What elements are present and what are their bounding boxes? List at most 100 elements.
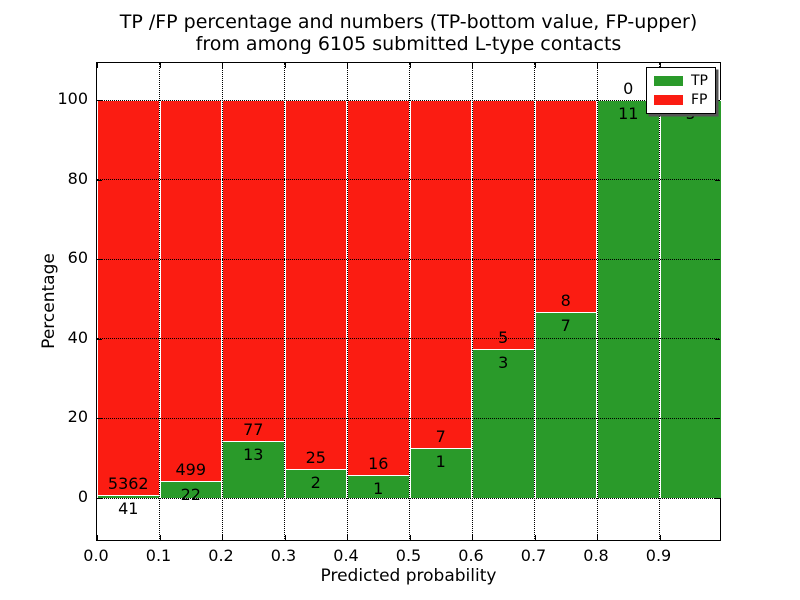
y-gridline: [97, 338, 719, 340]
y-tick-label: 60: [67, 248, 88, 268]
bar-fp-count-label: 16: [368, 453, 389, 473]
x-tick-label: 0.0: [83, 546, 109, 565]
bar-fp-count-label: 8: [560, 291, 571, 311]
bar-tp-count-label: 1: [373, 478, 384, 498]
bar-tp-count-label: 7: [560, 316, 571, 336]
x-tick-mark: [222, 535, 223, 540]
y-tick-mark-right: [715, 100, 720, 101]
x-tick-mark-top: [284, 63, 286, 68]
x-tick-mark-top: [534, 63, 536, 68]
bar-tp-count-label: 11: [618, 104, 639, 123]
bar-tp: [222, 440, 285, 498]
y-tick-label: 0: [77, 487, 88, 506]
y-tick-label: 40: [67, 327, 88, 347]
x-tick-mark: [472, 535, 473, 540]
legend-item: FP: [654, 93, 708, 107]
chart-title-line1: TP /FP percentage and numbers (TP-bottom…: [119, 11, 698, 33]
x-gridline: [534, 63, 535, 539]
bar-fp-count-label: 77: [243, 419, 264, 439]
legend-swatch-tp: [654, 76, 683, 86]
y-tick-label: 100: [57, 89, 88, 108]
y-tick-label: 80: [67, 168, 88, 188]
x-tick-mark-top: [159, 63, 161, 68]
bar-fp: [159, 100, 222, 482]
x-tick-label: 0.1: [145, 546, 172, 565]
x-tick-mark: [409, 535, 411, 540]
y-tick-label: 20: [67, 407, 88, 427]
bar-tp: [534, 312, 597, 498]
y-gridline: [97, 179, 719, 181]
bar-fp: [284, 100, 347, 469]
bar-fp-count-label: 5: [498, 327, 509, 347]
y-tick-mark-right: [715, 418, 720, 420]
bar-fp-count-label: 5362: [107, 473, 149, 493]
x-gridline: [409, 63, 410, 539]
legend-item-label: TP: [691, 73, 708, 89]
y-gridline: [97, 99, 719, 101]
y-tick-mark: [97, 179, 102, 181]
x-tick-label: 0.8: [583, 546, 609, 565]
x-tick-mark: [159, 535, 161, 540]
y-tick-mark: [97, 498, 102, 499]
bar-fp: [472, 100, 535, 349]
x-tick-label: 0.9: [645, 546, 672, 565]
bar-tp-count-label: 1: [435, 452, 446, 472]
x-tick-mark: [597, 535, 598, 540]
bar-fp: [534, 100, 597, 313]
x-gridline: [221, 63, 223, 539]
x-tick-mark: [659, 535, 661, 540]
bar-tp-count-label: 2: [310, 472, 321, 492]
bar-fp: [97, 100, 160, 495]
y-tick-mark-right: [715, 179, 720, 181]
x-gridline: [659, 63, 660, 539]
x-tick-label: 0.7: [520, 546, 547, 565]
y-gridline: [97, 258, 719, 260]
x-tick-label: 0.2: [208, 546, 234, 565]
chart-title: TP /FP percentage and numbers (TP-bottom…: [96, 11, 721, 55]
bar-tp: [597, 100, 660, 498]
x-tick-mark: [534, 535, 536, 540]
x-tick-mark-top: [472, 63, 473, 68]
bar-tp-count-label: 41: [118, 498, 139, 518]
y-gridline: [97, 497, 719, 499]
x-tick-mark-top: [347, 63, 348, 68]
legend-swatch-fp: [654, 95, 683, 105]
y-tick-mark: [97, 100, 102, 101]
x-tick-label: 0.6: [458, 546, 484, 565]
y-tick-mark: [97, 259, 102, 261]
x-tick-mark-top: [222, 63, 223, 68]
bar-tp: [284, 468, 347, 498]
y-tick-mark: [97, 418, 102, 420]
bar-fp: [409, 100, 472, 449]
y-gridline: [97, 417, 719, 419]
x-gridline: [471, 63, 473, 539]
bar-tp: [409, 448, 472, 498]
x-tick-label: 0.5: [395, 546, 422, 565]
x-tick-mark: [97, 535, 98, 540]
x-axis-label: Predicted probability: [320, 566, 497, 586]
y-tick-mark-right: [715, 259, 720, 261]
x-gridline: [346, 63, 348, 539]
bar-fp-count-label: 25: [305, 447, 326, 467]
x-tick-mark: [347, 535, 348, 540]
x-gridline: [159, 63, 160, 539]
bar-fp: [222, 100, 285, 441]
x-tick-label: 0.4: [333, 546, 359, 565]
legend-item: TP: [654, 74, 708, 88]
x-tick-label: 0.3: [270, 546, 297, 565]
x-tick-mark: [284, 535, 286, 540]
legend: TP FP: [646, 67, 716, 114]
x-tick-mark-top: [97, 63, 98, 68]
bar-fp-count-label: 0: [623, 79, 634, 98]
x-tick-mark-top: [659, 63, 661, 68]
x-gridline: [284, 63, 285, 539]
bar-fp-count-label: 7: [435, 427, 446, 447]
bar-tp-count-label: 22: [180, 485, 201, 505]
y-tick-mark: [97, 338, 102, 340]
x-tick-mark-top: [597, 63, 598, 68]
bar-tp-count-label: 13: [243, 444, 264, 464]
bar-tp-count-label: 3: [498, 352, 509, 372]
y-tick-mark-right: [715, 338, 720, 340]
